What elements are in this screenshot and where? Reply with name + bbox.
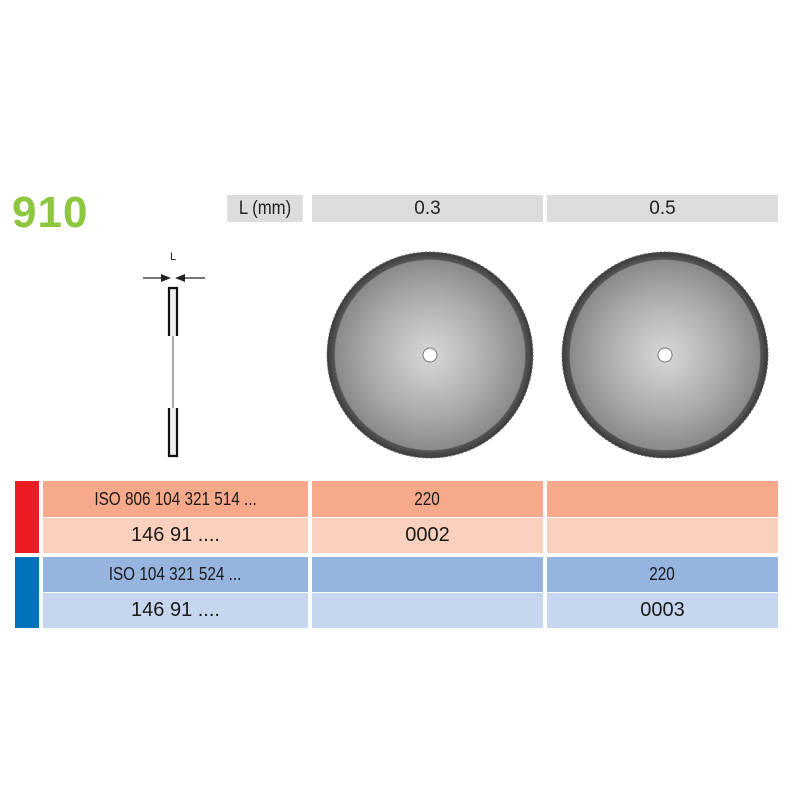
- row-1-label: ISO 806 104 321 514 ...: [43, 481, 308, 517]
- blue-group-marker: [15, 557, 39, 628]
- row-3-value-1: 220: [547, 557, 778, 592]
- row-2-value-0-text: 0002: [405, 524, 450, 546]
- row-1-label-text: ISO 806 104 321 514 ...: [94, 488, 257, 509]
- disc-images: [326, 251, 769, 459]
- row-1-value-1: [547, 481, 778, 517]
- disc-0.5: [561, 251, 769, 459]
- row-3-value-0: [312, 557, 543, 592]
- row-2-value-1: [547, 518, 778, 553]
- row-2-label: 146 91 ....: [43, 518, 308, 553]
- arrowhead-left-icon: [161, 274, 171, 282]
- row-2-label-text: 146 91 ....: [131, 524, 220, 546]
- row-3-label: ISO 104 321 524 ...: [43, 557, 308, 592]
- header-size-0: 0.3: [312, 195, 543, 222]
- model-number: 910: [12, 188, 89, 237]
- row-2-value-0: 0002: [312, 518, 543, 553]
- disc-profile-diagram: L: [143, 251, 205, 458]
- row-4-label: 146 91 ....: [43, 593, 308, 628]
- header-label: L (mm): [227, 195, 303, 222]
- arrowhead-right-icon: [175, 274, 185, 282]
- row-4-value-1: 0003: [547, 593, 778, 628]
- disc-rim-top: [167, 286, 179, 336]
- row-4-label-text: 146 91 ....: [131, 599, 220, 621]
- header-label-text: L (mm): [238, 197, 292, 219]
- row-4-value-1-text: 0003: [640, 599, 685, 621]
- row-1-value-0: 220: [312, 481, 543, 517]
- disc-rim-bottom: [167, 408, 179, 458]
- red-group-marker: [15, 481, 39, 553]
- row-3-value-1-text: 220: [649, 564, 676, 584]
- row-4-value-0: [312, 593, 543, 628]
- row-1-value-0-text: 220: [414, 488, 441, 509]
- header-size-1: 0.5: [547, 195, 778, 222]
- disc-0.3: [326, 251, 534, 459]
- row-3-label-text: ISO 104 321 524 ...: [109, 564, 242, 584]
- dimension-label: L: [170, 251, 176, 263]
